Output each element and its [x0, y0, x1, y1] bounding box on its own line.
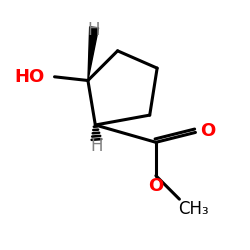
Text: H: H — [90, 137, 103, 155]
Text: HO: HO — [15, 68, 45, 86]
Polygon shape — [88, 27, 99, 80]
Text: H: H — [88, 21, 100, 39]
Text: O: O — [200, 122, 216, 140]
Text: O: O — [148, 176, 164, 194]
Text: CH₃: CH₃ — [178, 200, 208, 218]
